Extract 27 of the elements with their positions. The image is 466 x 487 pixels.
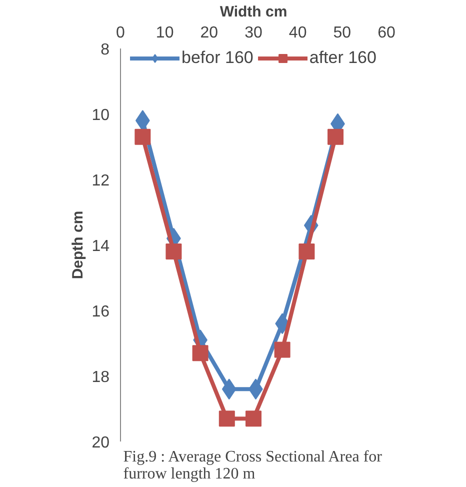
point xyxy=(328,128,344,145)
point xyxy=(134,128,151,145)
y-tick-label: 12 xyxy=(92,172,110,190)
y-tick-label: 10 xyxy=(92,107,110,124)
point xyxy=(246,410,262,427)
y-tick-label: 14 xyxy=(92,238,110,255)
point xyxy=(274,342,290,358)
x-tick-label: 50 xyxy=(333,24,352,42)
x-axis-title: Width cm xyxy=(220,4,288,20)
y-tick-label: 8 xyxy=(100,42,110,58)
x-tick-label: 0 xyxy=(116,24,126,42)
point xyxy=(192,345,208,362)
point xyxy=(298,244,315,260)
x-tick-label: 20 xyxy=(200,24,218,42)
legend-label: after 160 xyxy=(309,48,376,68)
y-tick-label: 20 xyxy=(92,434,110,452)
legend-label: befor 160 xyxy=(182,48,254,68)
y-axis-title: Depth cm xyxy=(70,210,87,280)
x-tick-label: 40 xyxy=(288,24,307,42)
point xyxy=(218,410,235,427)
point xyxy=(166,244,182,260)
y-tick-label: 16 xyxy=(92,304,110,320)
y-tick-label: 18 xyxy=(92,369,110,386)
caption: Fig.9 : Average Cross Sectional Area for furrow length 120 m xyxy=(123,448,383,482)
x-tick-label: 10 xyxy=(156,24,174,42)
x-tick-label: 30 xyxy=(244,24,262,42)
x-tick-label: 60 xyxy=(378,24,396,42)
